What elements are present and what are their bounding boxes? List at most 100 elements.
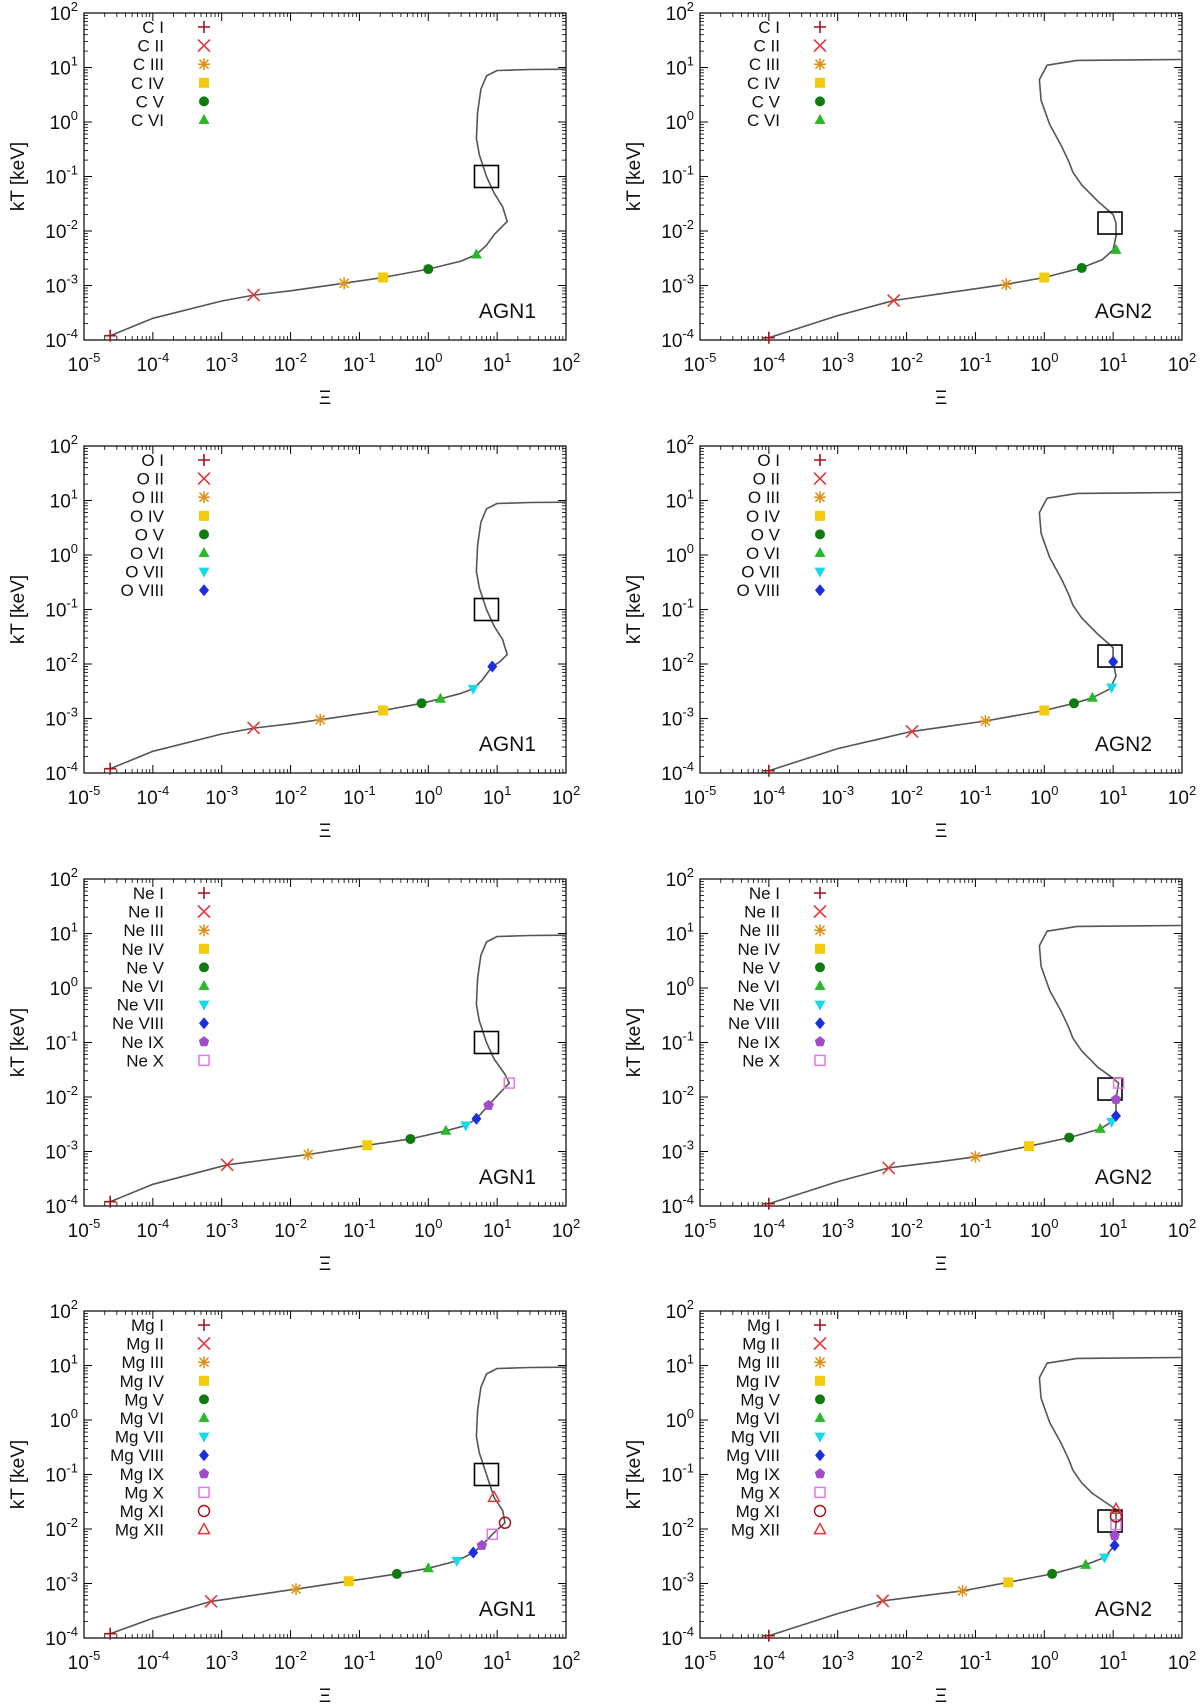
ion-marker-c-v xyxy=(423,264,434,275)
legend-marker-ne-ii xyxy=(813,905,827,919)
y-tick-label: 10-1 xyxy=(45,1029,78,1055)
panel-mg-agn1: 10-5 10-4 10-3 10-2 10-1 100 101 10210-410-310-… xyxy=(8,1297,580,1707)
legend-marker-mg-ix xyxy=(814,1468,826,1479)
legend-marker-c-vi xyxy=(198,114,210,124)
ion-marker-o-iii xyxy=(314,713,327,726)
y-tick-label: 10-2 xyxy=(45,217,78,243)
legend-label: O V xyxy=(135,525,165,544)
ion-marker-mg-xii xyxy=(487,1489,501,1503)
legend-label: O IV xyxy=(130,507,165,526)
legend-marker-mg-ii xyxy=(197,1337,211,1351)
panel-mg-agn2: 10-5 10-4 10-3 10-2 10-1 100 101 10210-410-310-… xyxy=(624,1297,1196,1707)
ion-marker-o-v xyxy=(416,698,427,709)
y-tick-label: 101 xyxy=(666,54,694,80)
x-tick-label: 10-1 xyxy=(959,1216,992,1242)
x-tick-label: 10-5 xyxy=(68,1216,101,1242)
ion-marker-o-ii xyxy=(246,721,261,735)
legend-label: C IV xyxy=(131,74,165,93)
legend-marker-o-ii xyxy=(813,472,827,486)
legend-label: O III xyxy=(132,488,164,507)
ion-marker-mg-viii xyxy=(1109,1539,1120,1552)
legend-label: Mg III xyxy=(121,1353,164,1372)
x-tick-label: 102 xyxy=(552,350,580,376)
y-tick-label: 10-2 xyxy=(661,1515,694,1541)
legend-marker-o-vi xyxy=(198,547,210,557)
legend-marker-o-viii xyxy=(815,584,825,597)
legend-marker-ne-iv xyxy=(199,943,209,954)
temperature-curve xyxy=(109,1366,567,1635)
x-tick-label: 10-4 xyxy=(753,783,786,809)
legend-label: C V xyxy=(136,92,165,111)
x-tick-label: 100 xyxy=(1030,1216,1058,1242)
legend-label: Mg VIII xyxy=(726,1446,780,1465)
legend-marker-o-viii xyxy=(199,584,209,597)
legend-marker-c-ii xyxy=(197,39,211,53)
temperature-curve xyxy=(768,924,1183,1205)
ion-marker-c-iii xyxy=(338,277,351,290)
x-tick-label: 101 xyxy=(1099,783,1127,809)
y-tick-label: 101 xyxy=(50,487,78,513)
legend-label: Mg X xyxy=(124,1483,164,1502)
ion-marker-mg-x xyxy=(1110,1518,1122,1531)
legend-marker-ne-v xyxy=(199,962,209,973)
ion-marker-mg-iii xyxy=(290,1583,303,1596)
y-tick-label: 10-3 xyxy=(45,705,78,731)
x-tick-label: 10-3 xyxy=(821,1216,854,1242)
ion-marker-o-vii xyxy=(467,684,479,695)
legend-marker-ne-iii xyxy=(814,924,826,937)
x-tick-label: 101 xyxy=(483,1648,511,1674)
ion-marker-mg-vii xyxy=(1099,1553,1111,1564)
ion-marker-mg-ii xyxy=(204,1594,218,1608)
x-tick-label: 10-1 xyxy=(959,783,992,809)
ion-marker-c-i xyxy=(762,331,775,344)
legend-label: Mg VIII xyxy=(110,1446,164,1465)
legend-marker-c-ii xyxy=(813,39,827,53)
legend-marker-ne-i xyxy=(198,887,210,899)
y-tick-label: 100 xyxy=(666,974,694,1000)
y-tick-label: 10-2 xyxy=(45,650,78,676)
y-tick-label: 100 xyxy=(50,1406,78,1432)
y-tick-label: 100 xyxy=(666,1406,694,1432)
temperature-curve xyxy=(109,501,567,770)
x-tick-label: 10-1 xyxy=(959,1648,992,1674)
legend-marker-mg-vi xyxy=(814,1412,826,1422)
ion-marker-ne-i xyxy=(104,1195,117,1208)
legend-marker-mg-xii xyxy=(197,1522,211,1535)
panel-label: AGN1 xyxy=(479,1598,536,1621)
legend-label: C V xyxy=(752,92,781,111)
legend-label: Ne X xyxy=(742,1051,780,1070)
ion-marker-ne-v xyxy=(1064,1132,1075,1143)
x-tick-label: 102 xyxy=(1168,350,1196,376)
ion-marker-ne-iii xyxy=(302,1148,315,1161)
x-tick-label: 10-3 xyxy=(821,1648,854,1674)
legend-marker-ne-ix xyxy=(198,1036,210,1047)
ion-marker-c-iii xyxy=(1000,278,1013,291)
x-tick-label: 100 xyxy=(414,1216,442,1242)
x-tick-label: 100 xyxy=(1030,350,1058,376)
legend-marker-o-vi xyxy=(814,547,826,557)
x-tick-label: 10-4 xyxy=(137,350,170,376)
x-tick-label: 101 xyxy=(483,1216,511,1242)
legend-marker-o-iii xyxy=(814,491,826,504)
x-tick-label: 10-3 xyxy=(205,350,238,376)
x-tick-label: 100 xyxy=(414,1648,442,1674)
y-tick-label: 10-1 xyxy=(661,163,694,189)
legend-marker-ne-vi xyxy=(814,980,826,990)
x-tick-label: 102 xyxy=(1168,783,1196,809)
ion-marker-o-iv xyxy=(1039,705,1050,716)
x-tick-label: 10-2 xyxy=(274,1216,307,1242)
legend-label: O I xyxy=(757,451,780,470)
legend-marker-mg-xi xyxy=(813,1504,827,1518)
x-tick-label: 10-1 xyxy=(343,1648,376,1674)
ion-marker-mg-x xyxy=(486,1528,499,1541)
ion-marker-c-ii xyxy=(246,288,261,302)
ion-marker-mg-viii xyxy=(468,1546,479,1559)
x-tick-label: 10-4 xyxy=(137,783,170,809)
x-tick-label: 10-5 xyxy=(684,1648,717,1674)
legend-label: Ne I xyxy=(133,884,164,903)
legend-marker-ne-vii xyxy=(198,1000,210,1011)
legend-label: Ne III xyxy=(739,921,780,940)
y-axis-label: kT [keV] xyxy=(8,1008,29,1077)
x-tick-label: 10-1 xyxy=(343,783,376,809)
x-tick-label: 10-3 xyxy=(205,1216,238,1242)
